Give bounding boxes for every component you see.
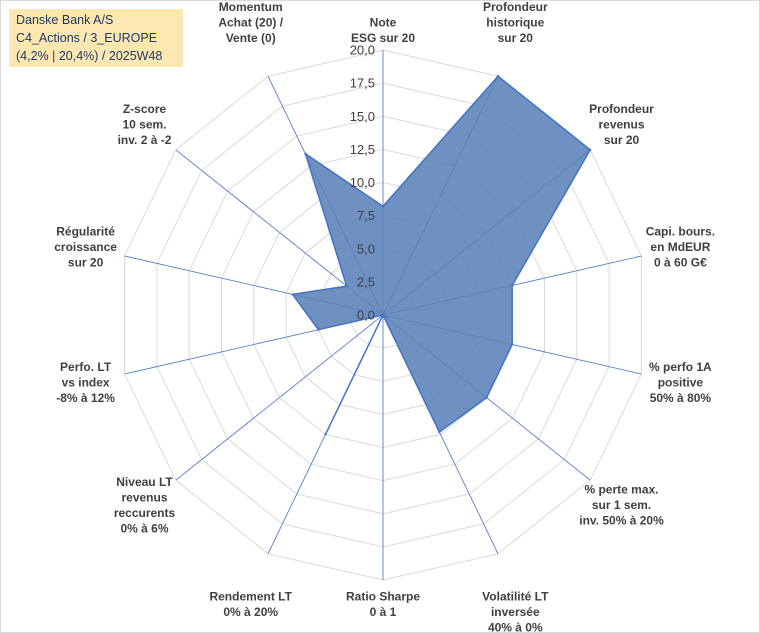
tick-label: 5,0 xyxy=(357,241,375,256)
axis-label: revenus xyxy=(598,118,644,132)
data-point xyxy=(511,343,514,346)
title-line-3: (4,2% | 20,4%) / 2025W48 xyxy=(16,49,163,63)
axis-label: en MdEUR xyxy=(650,240,710,254)
chart-title-box: Danske Bank A/S C4_Actions / 3_EUROPE (4… xyxy=(9,9,183,67)
data-point xyxy=(485,396,488,399)
tick-label: 10,0 xyxy=(350,175,375,190)
axis-label: Capi. bours. xyxy=(646,225,715,239)
data-point xyxy=(438,430,441,434)
axis-label: 0 à 1 xyxy=(370,605,397,619)
axis-label-group: Perfo. LT vs index-8% à 12% xyxy=(56,360,115,405)
axis-label: % perfo 1A xyxy=(649,360,712,374)
axis-label: inv. 50% à 20% xyxy=(579,514,664,528)
axis-label: Volatilité LT xyxy=(482,590,549,604)
axis-label: 40% à 0% xyxy=(488,621,543,633)
axis-label: sur 20 xyxy=(498,31,534,45)
axis-label: croissance xyxy=(54,240,117,254)
tick-label: 2,5 xyxy=(357,274,375,289)
data-point xyxy=(496,75,500,78)
axis-label: revenus xyxy=(121,490,167,504)
axis-label: sur 1 sem. xyxy=(592,498,651,512)
axis-label: 0% à 20% xyxy=(223,605,278,619)
axis-label: Rendement LT xyxy=(209,590,292,604)
tick-label: 17,5 xyxy=(350,76,375,91)
axis-label: Achat (20) / xyxy=(218,16,283,30)
axis-label: inv. 2 à -2 xyxy=(118,133,172,147)
axis-label: Note xyxy=(370,16,397,30)
data-point xyxy=(511,284,514,287)
axis-label: Perfo. LT xyxy=(60,360,112,374)
axis-label-group: Momentum Achat (20) /Vente (0) xyxy=(218,0,283,45)
axis-label-group: Rendement LT0% à 20% xyxy=(209,590,292,620)
axis-label: Profondeur xyxy=(589,102,654,116)
tick-label: 12,5 xyxy=(350,142,375,157)
tick-label: 7,5 xyxy=(357,208,375,223)
axis-label: Vente (0) xyxy=(226,31,276,45)
axis-label: Régularité xyxy=(56,225,115,239)
axis-label: sur 20 xyxy=(604,133,640,147)
data-point xyxy=(324,433,327,436)
data-point xyxy=(589,148,592,151)
axis-label: 0 à 60 G€ xyxy=(654,256,707,270)
axis-label: positive xyxy=(658,376,704,390)
axis-label: 50% à 80% xyxy=(650,391,712,405)
data-point xyxy=(381,205,385,208)
axis-label-group: Capi. bours.en MdEUR 0 à 60 G€ xyxy=(646,225,715,270)
tick-label: 20,0 xyxy=(350,43,375,58)
tick-label: 15,0 xyxy=(350,109,375,124)
axis-label: sur 20 xyxy=(68,256,104,270)
axis-label: Z-score xyxy=(123,102,167,116)
title-line-2: C4_Actions / 3_EUROPE xyxy=(16,31,158,45)
tick-label: 0,0 xyxy=(357,308,375,323)
data-point xyxy=(317,328,320,331)
axis-label: historique xyxy=(486,16,544,30)
axis-label-group: Z-score 10 sem.inv. 2 à -2 xyxy=(118,102,172,147)
axis-label: Ratio Sharpe xyxy=(346,590,420,604)
data-point xyxy=(345,284,348,288)
data-point xyxy=(291,293,294,296)
axis-label: -8% à 12% xyxy=(56,391,115,405)
data-point xyxy=(304,152,307,155)
axis-label: Profondeur xyxy=(483,0,548,14)
axis-label: vs index xyxy=(62,376,110,390)
axis-label: reccurents xyxy=(114,506,176,520)
axis-spoke xyxy=(175,314,384,481)
axis-label: Momentum xyxy=(219,0,283,14)
axis-label: % perte max. xyxy=(584,483,658,497)
axis-label-group: % perte max.sur 1 sem. inv. 50% à 20% xyxy=(579,483,664,528)
data-point xyxy=(381,313,385,317)
axis-label: 0% à 6% xyxy=(120,521,168,535)
axis-label: inversée xyxy=(491,605,540,619)
title-line-1: Danske Bank A/S xyxy=(16,13,114,27)
axis-label: ESG sur 20 xyxy=(351,31,415,45)
axis-label: 10 sem. xyxy=(122,118,166,132)
axis-label: Niveau LT xyxy=(116,475,173,489)
